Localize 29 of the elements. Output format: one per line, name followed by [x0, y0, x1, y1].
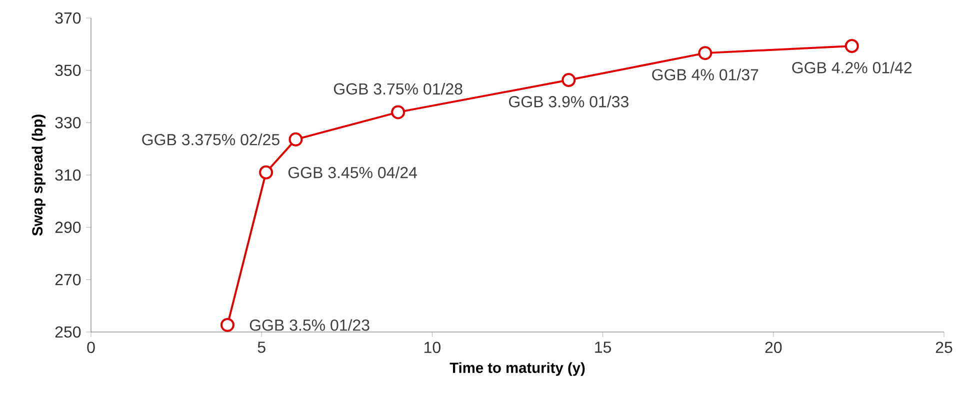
- point: [259, 165, 274, 180]
- point: [844, 39, 859, 53]
- point: [698, 46, 712, 60]
- point: [220, 318, 234, 332]
- annotation: GGB 3.9% 01/33: [508, 96, 628, 108]
- annotation: GGB 3.5% 01/23: [250, 319, 370, 331]
- y-tick-label: 330: [55, 117, 81, 128]
- x-tick-label: 15: [595, 342, 612, 353]
- y-tick-label: 310: [55, 169, 81, 181]
- x-axis-title: Time to maturity (y): [450, 362, 585, 376]
- annotation: GGB 4% 01/37: [652, 68, 758, 80]
- y-tick-label: 350: [55, 64, 81, 76]
- y-axis-title: Swap spread (bp): [32, 114, 46, 236]
- point: [391, 105, 406, 120]
- annotation: GGB 3.45% 04/24: [288, 166, 418, 178]
- x-tick-label: 0: [87, 342, 95, 354]
- x-tick-label: 5: [258, 342, 266, 353]
- annotation: GGB 3.375% 02/25: [142, 134, 280, 146]
- y-tick-label: 270: [55, 274, 81, 286]
- x-tick-label: 25: [936, 342, 952, 354]
- point: [562, 73, 576, 88]
- y-tick-label: 370: [55, 12, 81, 24]
- y-tick-label: 290: [55, 222, 81, 233]
- x-tick-label: 20: [765, 342, 782, 354]
- annotation: GGB 3.75% 01/28: [334, 82, 462, 95]
- annotation: GGB 4.2% 01/42: [792, 62, 912, 74]
- y-tick-label: 250: [55, 326, 81, 338]
- x-tick-label: 10: [424, 342, 440, 354]
- point: [288, 132, 303, 146]
